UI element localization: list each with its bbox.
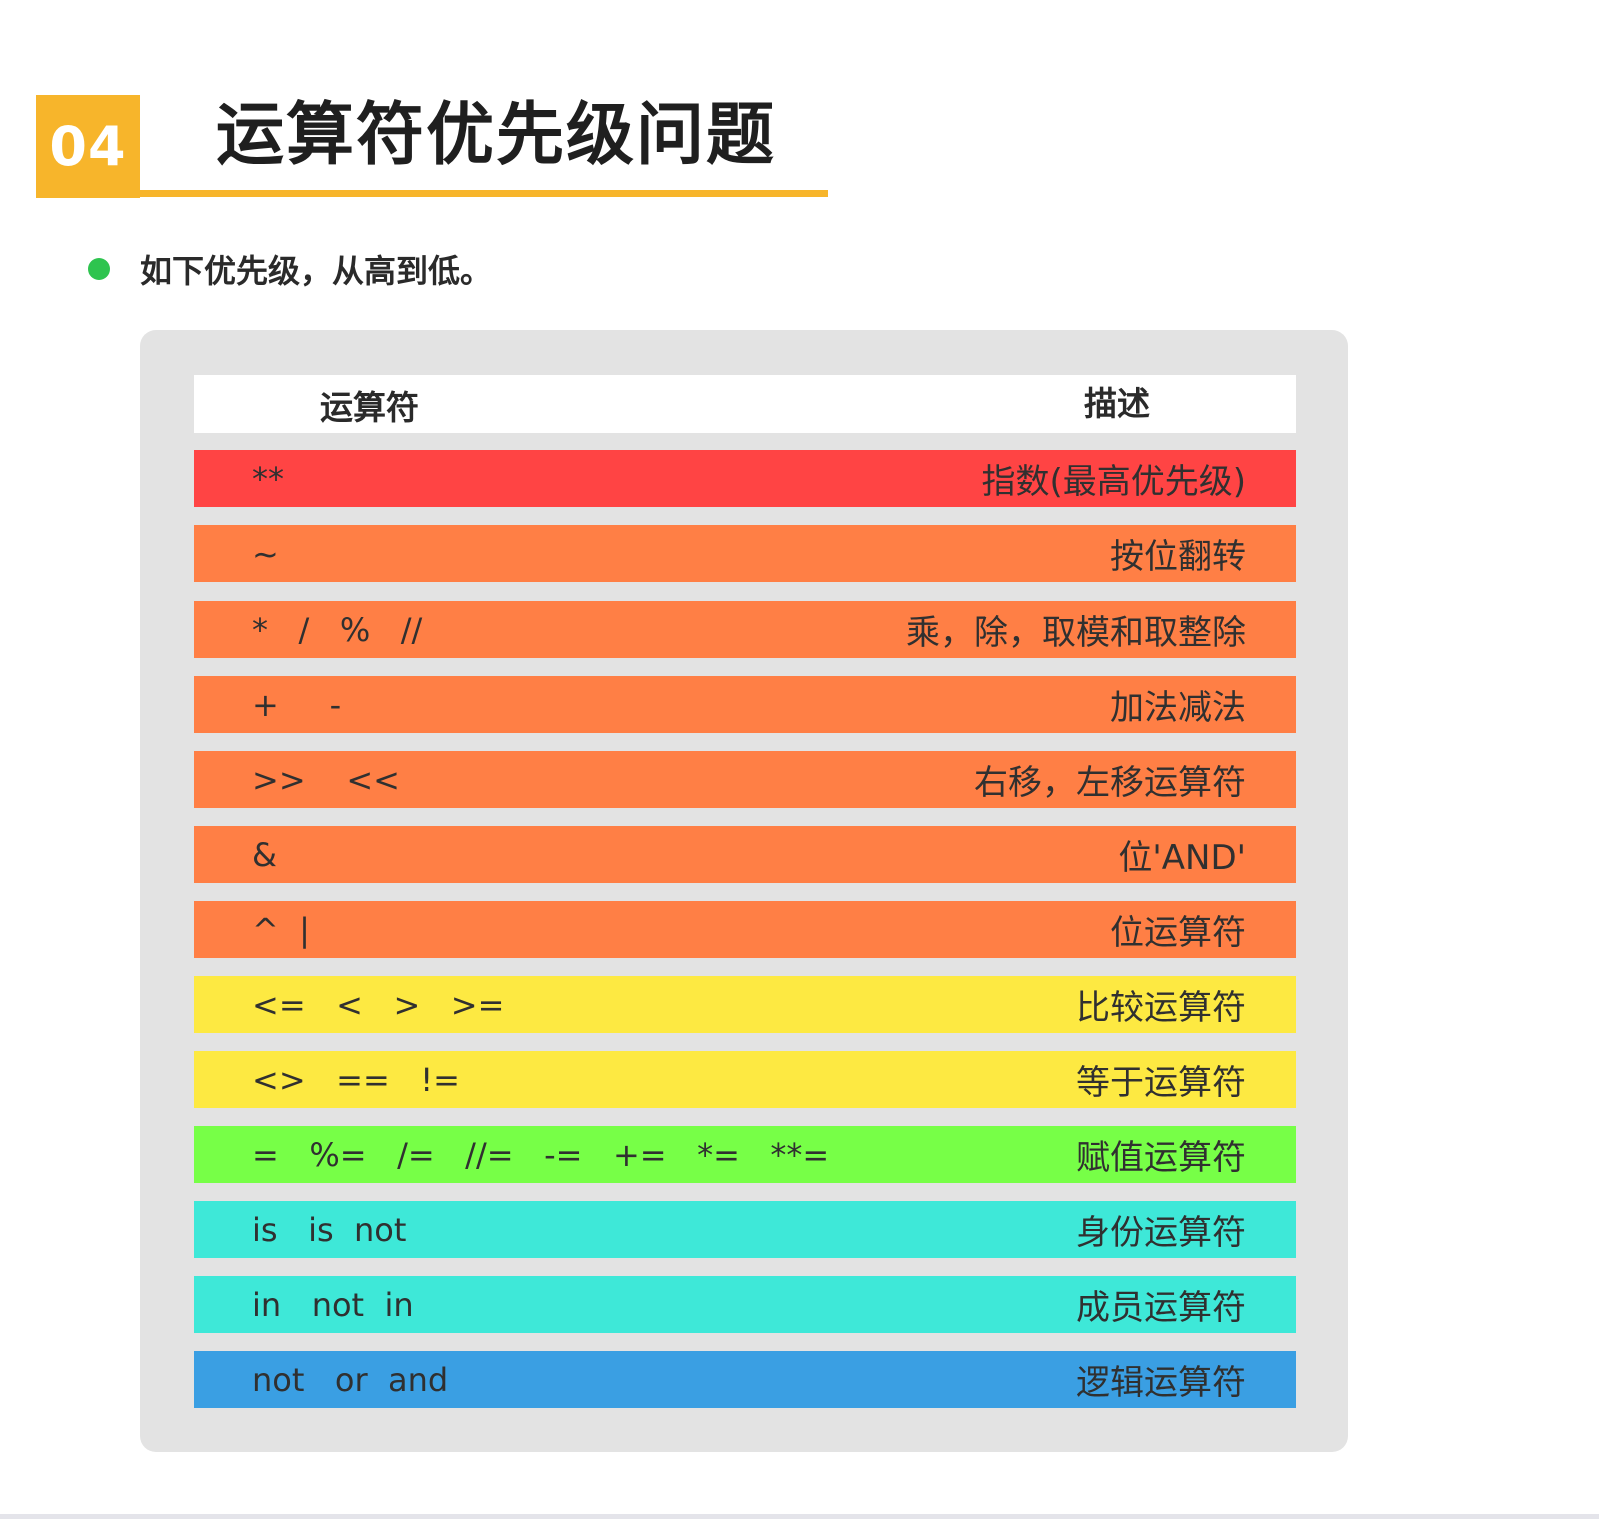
row-operators: >> << — [252, 760, 400, 799]
row-description: 等于运算符 — [1076, 1063, 1246, 1103]
row-operators: ^ | — [252, 910, 310, 949]
table-row: >> << 右移，左移运算符 — [194, 751, 1296, 808]
row-operators: is is not — [252, 1210, 407, 1249]
row-description: 指数(最高优先级) — [981, 462, 1246, 502]
row-operators: = %= /= //= -= += *= **= — [252, 1135, 830, 1174]
row-operators: <> == != — [252, 1060, 460, 1099]
table-row: & 位'AND' — [194, 826, 1296, 883]
row-description: 比较运算符 — [1076, 988, 1246, 1028]
row-description: 乘，除，取模和取整除 — [906, 613, 1246, 653]
section-number-badge: 04 — [36, 95, 140, 198]
row-description: 右移，左移运算符 — [974, 763, 1246, 803]
row-description: 成员运算符 — [1076, 1288, 1246, 1328]
table-row: + - 加法减法 — [194, 676, 1296, 733]
intro-text: 如下优先级，从高到低。 — [140, 252, 493, 290]
bullet-dot-icon — [88, 258, 110, 280]
row-description: 逻辑运算符 — [1076, 1363, 1246, 1403]
row-operators: ~ — [252, 534, 279, 573]
row-description: 位运算符 — [1110, 913, 1246, 953]
page-title: 运算符优先级问题 — [216, 96, 777, 175]
table-row: <> == != 等于运算符 — [194, 1051, 1296, 1108]
table-row: ~ 按位翻转 — [194, 525, 1296, 582]
precedence-table-panel — [140, 330, 1348, 1452]
row-operators: + - — [252, 685, 342, 724]
table-row: in not in 成员运算符 — [194, 1276, 1296, 1333]
table-header: 运算符 描述 — [194, 375, 1296, 433]
table-row: is is not 身份运算符 — [194, 1201, 1296, 1258]
row-operators: <= < > >= — [252, 985, 505, 1024]
table-row: ^ | 位运算符 — [194, 901, 1296, 958]
row-description: 身份运算符 — [1076, 1213, 1246, 1253]
row-operators: * / % // — [252, 610, 423, 649]
row-description: 按位翻转 — [1110, 537, 1246, 577]
title-underline — [36, 190, 828, 197]
table-row: = %= /= //= -= += *= **= 赋值运算符 — [194, 1126, 1296, 1183]
row-operators: & — [252, 835, 277, 874]
table-row: <= < > >= 比较运算符 — [194, 976, 1296, 1033]
table-row: * / % // 乘，除，取模和取整除 — [194, 601, 1296, 658]
slide-bottom-line — [0, 1514, 1599, 1519]
intro-bullet: 如下优先级，从高到低。 — [88, 246, 492, 292]
row-operators: in not in — [252, 1285, 414, 1324]
header-operator: 运算符 — [320, 388, 419, 427]
row-operators: not or and — [252, 1360, 449, 1399]
row-operators: ** — [252, 459, 284, 498]
row-description: 加法减法 — [1110, 688, 1246, 728]
table-row: not or and 逻辑运算符 — [194, 1351, 1296, 1408]
row-description: 赋值运算符 — [1076, 1138, 1246, 1178]
table-row: ** 指数(最高优先级) — [194, 450, 1296, 507]
row-description: 位'AND' — [1118, 838, 1246, 878]
header-description: 描述 — [1084, 384, 1150, 423]
